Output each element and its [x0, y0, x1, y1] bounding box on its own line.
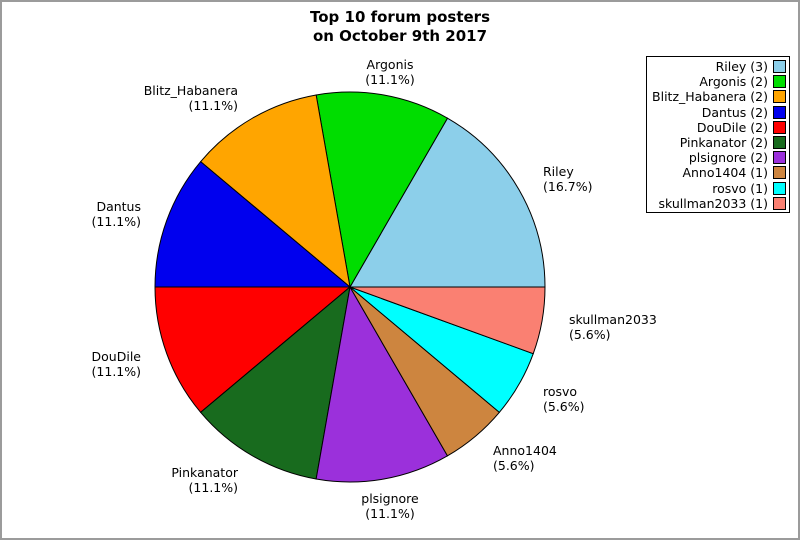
legend-swatch-dantus	[773, 105, 786, 119]
slice-label-name: Blitz_Habanera	[143, 83, 238, 98]
slice-label-riley: Riley (16.7%)	[543, 164, 592, 194]
legend-swatch-doudile	[773, 120, 786, 134]
legend-item-pinkanator: Pinkanator (2)	[647, 135, 789, 150]
slice-label-pinkanator: Pinkanator (11.1%)	[171, 465, 238, 495]
legend-item-label: Argonis (2)	[699, 74, 768, 90]
legend-item-label: DouDile (2)	[696, 119, 768, 135]
slice-label-anno1404: Anno1404 (5.6%)	[493, 443, 557, 473]
slice-label-name: rosvo	[543, 384, 578, 399]
pie-slice-skullman2033	[349, 286, 546, 355]
legend-item-anno1404: Anno1404 (1)	[647, 165, 789, 180]
chart-title-line1: Top 10 forum posters	[310, 8, 490, 26]
slice-label-percent: (16.7%)	[543, 179, 593, 194]
chart-title-line2: on October 9th 2017	[312, 27, 488, 45]
legend-swatch-plsignore	[773, 151, 786, 165]
legend-item-skullman2033: skullman2033 (1)	[647, 196, 789, 211]
slice-label-name: Riley	[543, 164, 574, 179]
pie-slice-pinkanator	[199, 285, 351, 480]
slice-label-percent: (11.1%)	[365, 506, 415, 521]
pie-slice-argonis	[315, 91, 449, 289]
legend-swatch-argonis	[773, 75, 786, 89]
legend-swatch-pinkanator	[773, 136, 786, 150]
slice-label-percent: (11.1%)	[365, 72, 415, 87]
legend-item-label: skullman2033 (1)	[658, 195, 769, 211]
legend-item-label: Riley (3)	[715, 59, 768, 75]
legend-item-label: Dantus (2)	[701, 104, 768, 120]
chart-title: Top 10 forum posters on October 9th 2017	[2, 8, 798, 46]
slice-label-name: Anno1404	[493, 443, 557, 458]
slice-label-rosvo: rosvo (5.6%)	[543, 384, 585, 414]
slice-label-name: Dantus	[96, 199, 141, 214]
legend: Riley (3) Argonis (2) Blitz_Habanera (2) Da…	[646, 56, 790, 213]
legend-swatch-rosvo	[773, 181, 786, 195]
legend-item-plsignore: plsignore (2)	[647, 150, 789, 165]
slice-label-blitz_habanera: Blitz_Habanera (11.1%)	[144, 83, 238, 113]
legend-item-label: plsignore (2)	[688, 150, 768, 166]
slice-label-name: plsignore	[361, 491, 419, 506]
slice-label-percent: (11.1%)	[188, 98, 238, 113]
slice-label-name: Argonis	[366, 57, 414, 72]
legend-item-label: Anno1404 (1)	[682, 165, 768, 181]
legend-item-doudile: DouDile (2)	[647, 120, 789, 135]
legend-item-riley: Riley (3)	[647, 59, 789, 74]
legend-swatch-blitz_habanera	[773, 90, 786, 104]
legend-swatch-anno1404	[773, 166, 786, 180]
slice-label-name: Pinkanator	[171, 465, 238, 480]
pie-slice-dantus	[154, 160, 352, 288]
slice-label-percent: (11.1%)	[91, 364, 141, 379]
slice-label-name: skullman2033	[569, 312, 657, 327]
legend-item-label: Blitz_Habanera (2)	[652, 89, 768, 105]
slice-label-name: DouDile	[91, 349, 141, 364]
pie-slice-plsignore	[315, 285, 449, 483]
legend-item-label: rosvo (1)	[712, 180, 768, 196]
legend-swatch-riley	[773, 60, 786, 74]
slice-label-argonis: Argonis (11.1%)	[290, 57, 490, 87]
slice-label-doudile: DouDile (11.1%)	[92, 349, 141, 379]
legend-item-rosvo: rosvo (1)	[647, 181, 789, 196]
slice-label-dantus: Dantus (11.1%)	[92, 199, 141, 229]
slice-label-percent: (5.6%)	[543, 399, 585, 414]
slice-label-percent: (11.1%)	[188, 480, 238, 495]
pie-slice-blitz_habanera	[199, 94, 351, 289]
slice-label-skullman2033: skullman2033 (5.6%)	[569, 312, 657, 342]
slice-label-percent: (11.1%)	[91, 214, 141, 229]
legend-item-blitz_habanera: Blitz_Habanera (2)	[647, 89, 789, 104]
legend-swatch-skullman2033	[773, 196, 786, 210]
legend-item-dantus: Dantus (2)	[647, 105, 789, 120]
slice-label-plsignore: plsignore (11.1%)	[290, 491, 490, 521]
slice-label-percent: (5.6%)	[493, 458, 535, 473]
legend-item-label: Pinkanator (2)	[679, 135, 768, 151]
slice-label-percent: (5.6%)	[569, 327, 611, 342]
legend-item-argonis: Argonis (2)	[647, 74, 789, 89]
pie-slice-riley	[349, 117, 546, 288]
pie-slice-doudile	[154, 286, 352, 414]
